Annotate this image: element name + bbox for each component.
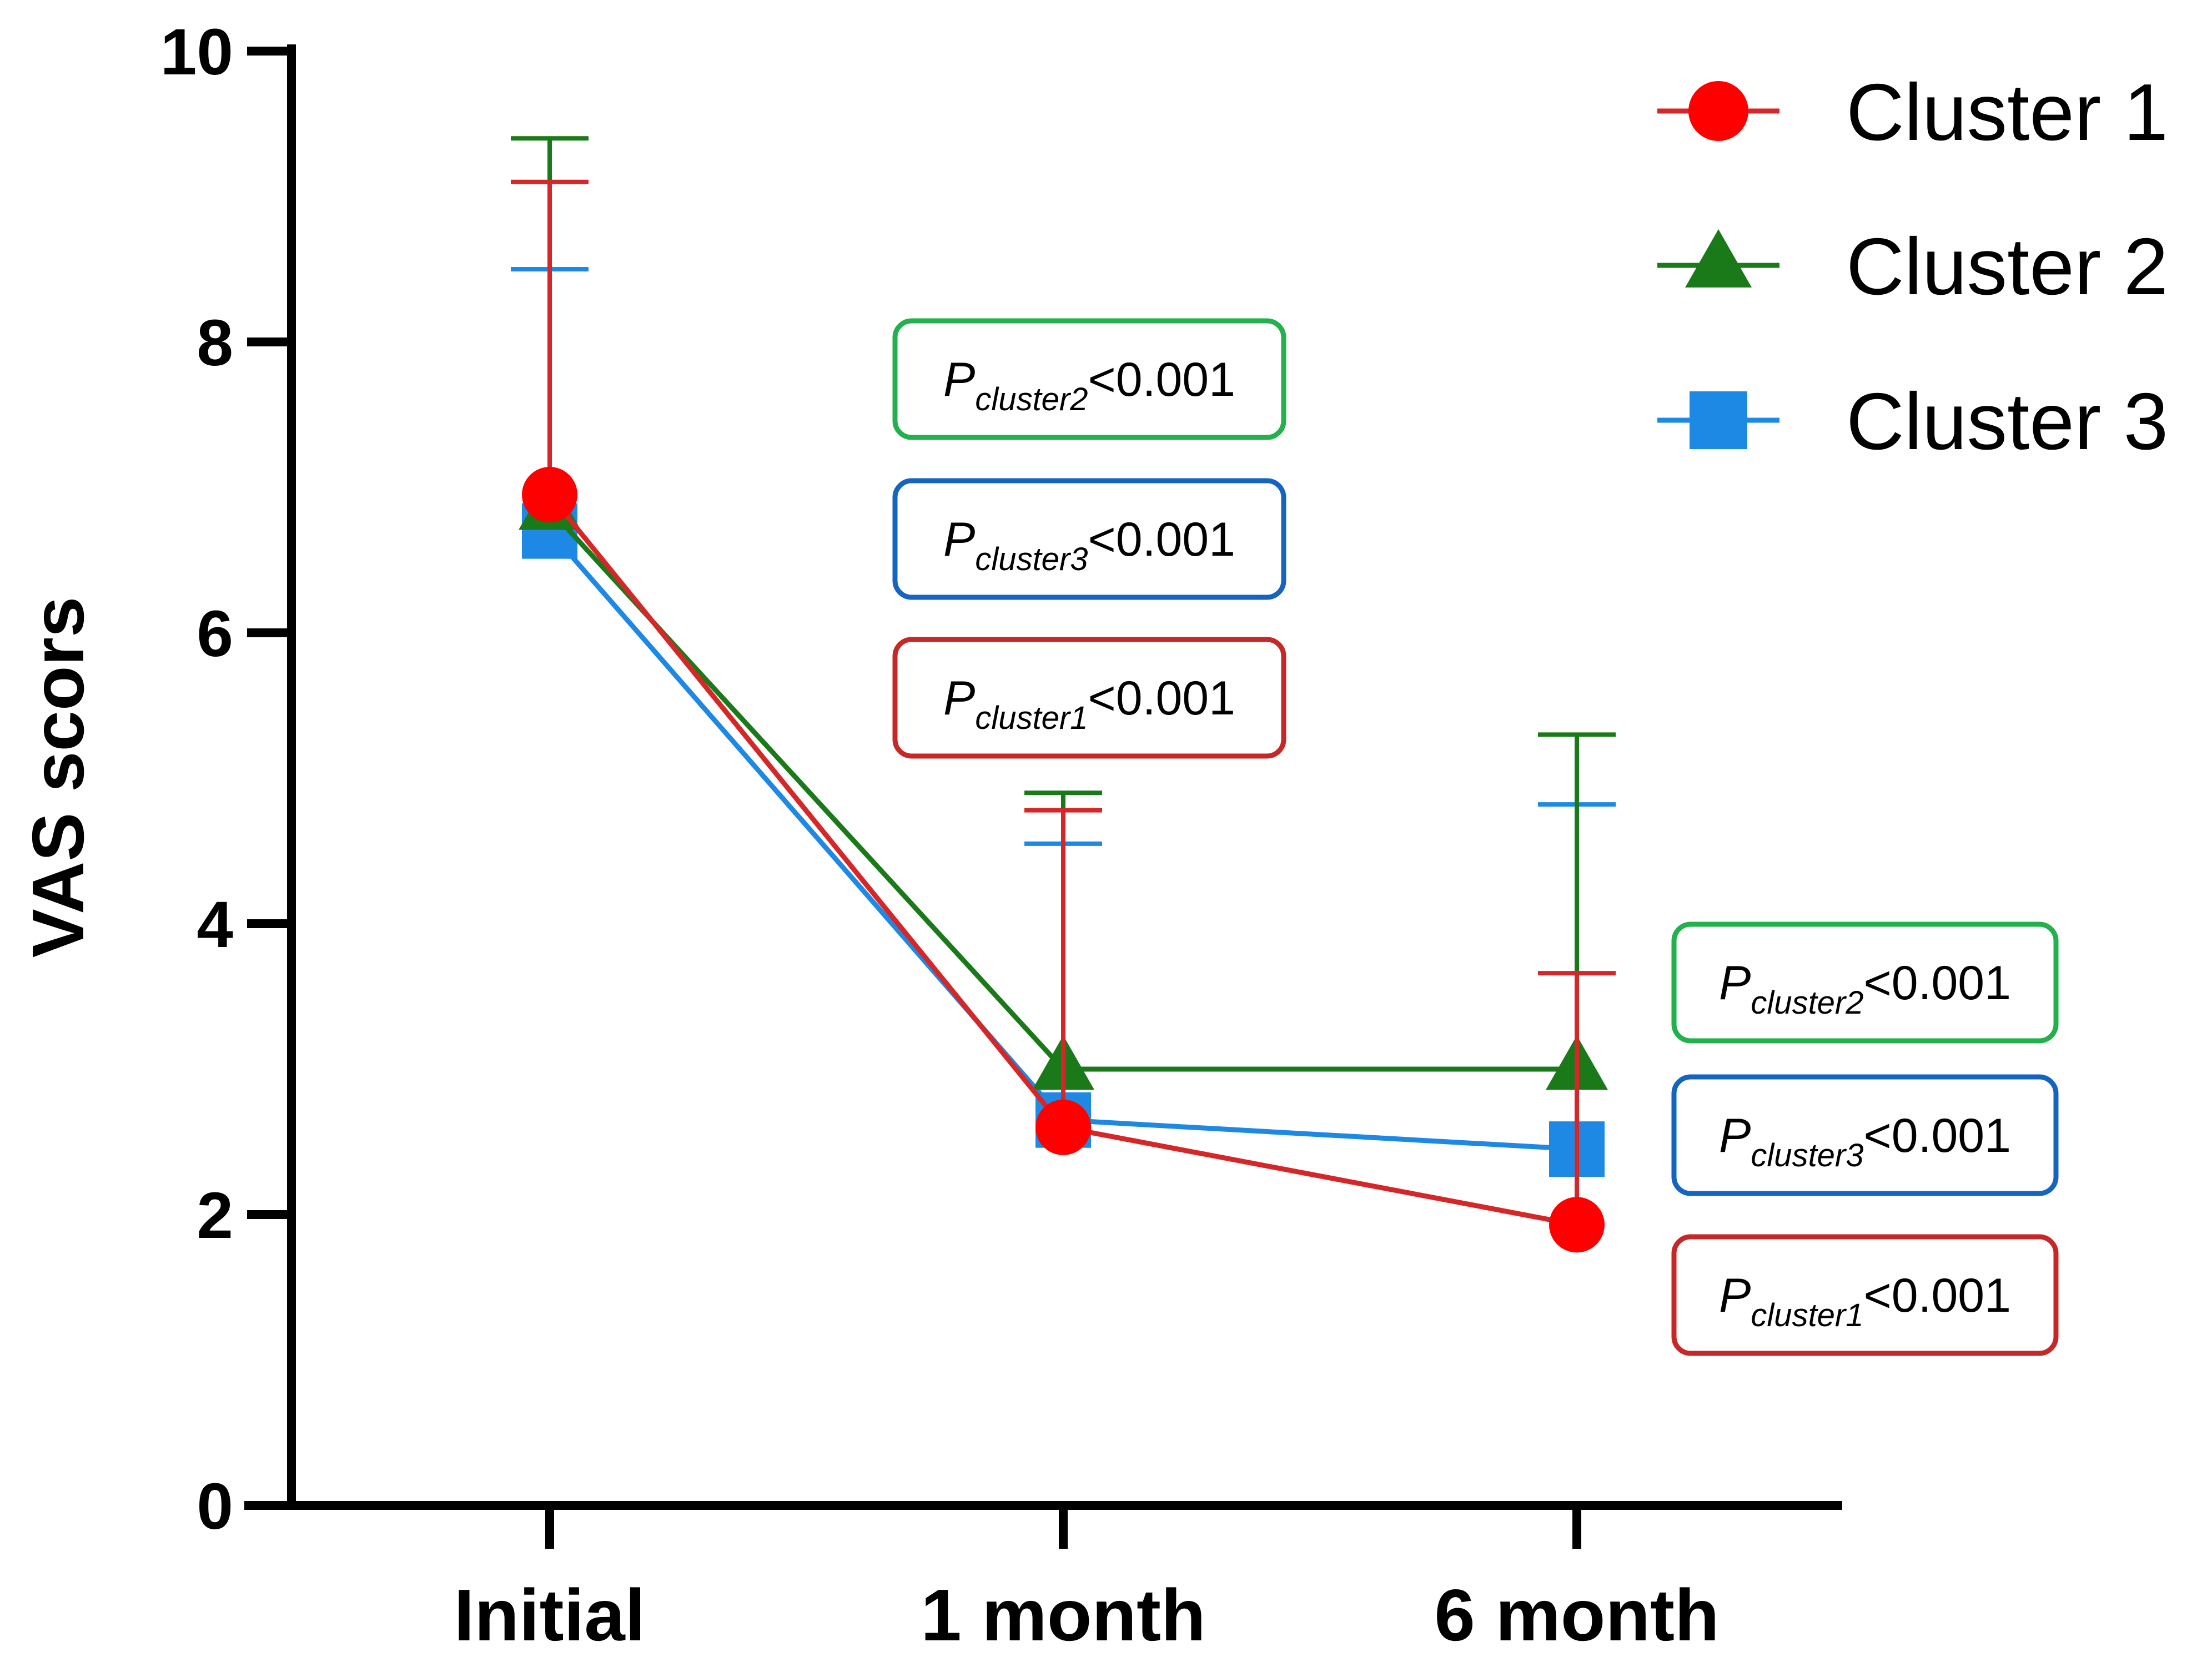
- legend-label: Cluster 3: [1846, 376, 2168, 466]
- p-value-annotation: Pcluster3<0.001: [1671, 1074, 2059, 1196]
- x-tick-label: Initial: [454, 1574, 646, 1656]
- annotation-text: Pcluster2<0.001: [943, 353, 1235, 417]
- p-value-annotation: Pcluster2<0.001: [1671, 921, 2059, 1044]
- p-value-annotation: Pcluster3<0.001: [892, 478, 1286, 600]
- annotation-text: Pcluster3<0.001: [1719, 1109, 2011, 1174]
- legend-marker: [1690, 391, 1747, 449]
- legend-item-cluster-3: Cluster 3: [1657, 376, 2168, 466]
- legend-marker: [1685, 229, 1752, 288]
- x-ticks: Initial 1 month 6 month: [454, 1505, 1720, 1656]
- y-tick-label: 4: [197, 888, 233, 961]
- y-tick-label: 2: [197, 1179, 233, 1252]
- data-point: [522, 467, 577, 523]
- annotation-text: Pcluster1<0.001: [1719, 1269, 2011, 1333]
- legend-item-cluster-1: Cluster 1: [1657, 67, 2168, 157]
- y-ticks: 0 2 4 6 8 10: [160, 16, 291, 1543]
- annotation-box: [1671, 1234, 2059, 1356]
- annotation-box: [1671, 921, 2059, 1044]
- p-value-annotation: Pcluster1<0.001: [1671, 1234, 2059, 1356]
- annotation-layer: Pcluster2<0.001 Pcluster3<0.001 Pcluster1<…: [892, 318, 2059, 1356]
- p-value-annotation: Pcluster2<0.001: [892, 318, 1286, 440]
- data-point: [1549, 1197, 1605, 1253]
- y-axis-label: VAS scors: [17, 597, 99, 958]
- x-tick-label: 1 month: [921, 1574, 1205, 1656]
- y-tick-label: 6: [197, 597, 233, 671]
- annotation-box: [892, 478, 1286, 600]
- annotation-box: [1671, 1074, 2059, 1196]
- y-tick-label: 0: [197, 1470, 233, 1543]
- legend: Cluster 1 Cluster 2 Cluster 3: [1657, 67, 2168, 466]
- series-layer: [511, 136, 1616, 1253]
- annotation-text: Pcluster3<0.001: [943, 513, 1235, 577]
- legend-marker: [1688, 81, 1748, 141]
- annotation-box: [892, 637, 1286, 759]
- series-cluster-1: [511, 179, 1616, 1253]
- annotation-text: Pcluster1<0.001: [943, 672, 1235, 736]
- annotation-box: [892, 318, 1286, 440]
- legend-label: Cluster 1: [1846, 67, 2168, 157]
- legend-item-cluster-2: Cluster 2: [1657, 221, 2168, 311]
- annotation-text: Pcluster2<0.001: [1719, 956, 2011, 1021]
- x-tick-label: 6 month: [1434, 1574, 1719, 1656]
- legend-label: Cluster 2: [1846, 221, 2168, 311]
- y-tick-label: 10: [160, 16, 233, 89]
- y-tick-label: 8: [197, 306, 233, 380]
- data-point: [1035, 1099, 1091, 1155]
- p-value-annotation: Pcluster1<0.001: [892, 637, 1286, 759]
